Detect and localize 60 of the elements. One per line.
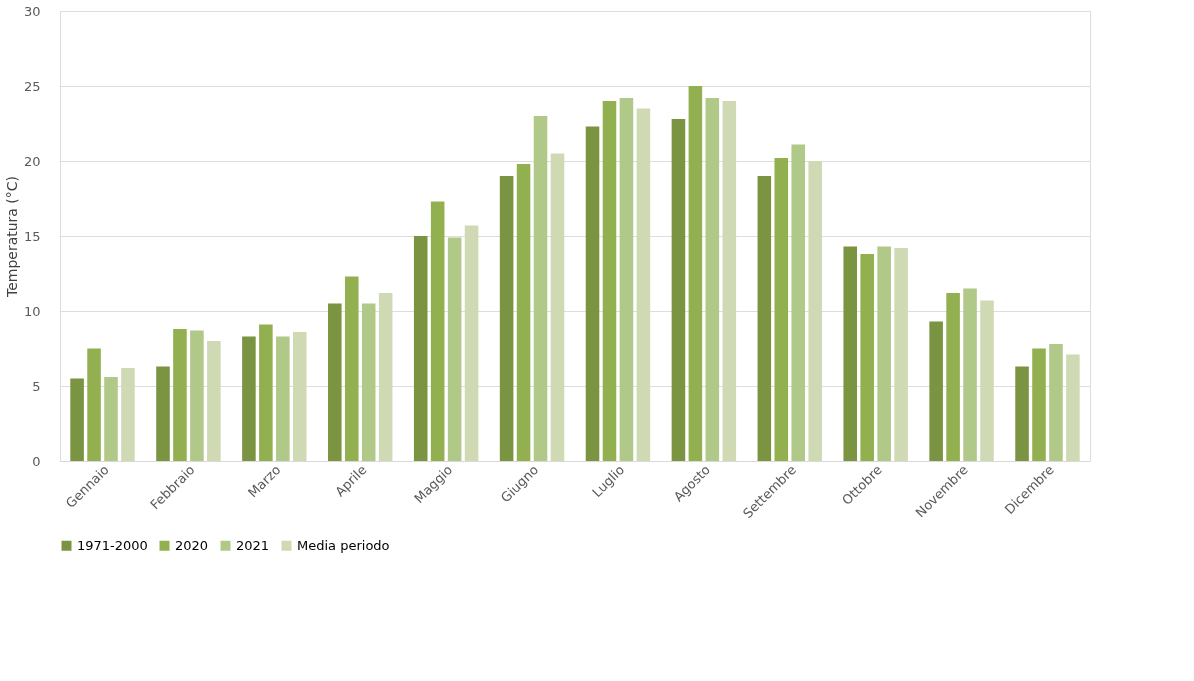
bar [413,236,428,461]
bar [104,377,118,461]
y-tick-label: 20 [23,153,41,169]
y-tick-label: 30 [23,3,41,19]
bar [980,300,994,461]
y-axis-title: Temperatura (°C) [3,175,20,299]
bar [361,303,376,461]
legend-label: 2021 [236,537,270,553]
bar [619,98,634,461]
y-tick-label: 0 [32,453,41,469]
bar [344,276,359,461]
bar [173,329,187,461]
bar [929,321,943,461]
bar [328,303,342,461]
bar [946,293,960,461]
y-tick-label: 25 [23,78,41,94]
bar [447,237,462,461]
bar [688,86,703,461]
bar [292,332,307,461]
y-tick-label: 15 [23,228,41,244]
bar [550,153,565,461]
legend-label: 2020 [175,537,209,553]
bar [430,201,445,461]
y-tick-label: 5 [32,378,41,394]
bar [121,368,135,461]
bar [843,246,858,461]
legend-label: 1971-2000 [77,537,148,553]
bar [585,126,600,461]
bar [276,336,290,461]
bar [860,254,874,461]
bar [207,341,221,461]
bar [963,288,977,461]
bar [533,116,548,461]
bar [516,164,531,461]
bar [190,330,204,461]
bar [671,119,686,461]
bar [602,101,617,461]
bar [1066,354,1080,461]
bar [1049,344,1063,461]
bar [808,161,822,461]
bar [156,366,170,461]
bar [894,248,908,461]
bar [722,101,737,461]
bar [636,108,651,461]
bar [242,336,256,461]
bar [1032,348,1046,461]
bar [1015,366,1029,461]
bar [70,378,84,461]
legend-label: Media periodo [297,537,390,553]
bar [705,98,720,461]
bar [877,246,891,461]
bar [791,144,806,461]
y-tick-label: 10 [23,303,41,319]
bar [378,293,393,461]
bar [499,176,514,461]
bar [774,158,789,461]
bar [87,348,101,461]
bar [757,176,772,461]
bar [464,225,479,461]
bar [259,324,273,461]
